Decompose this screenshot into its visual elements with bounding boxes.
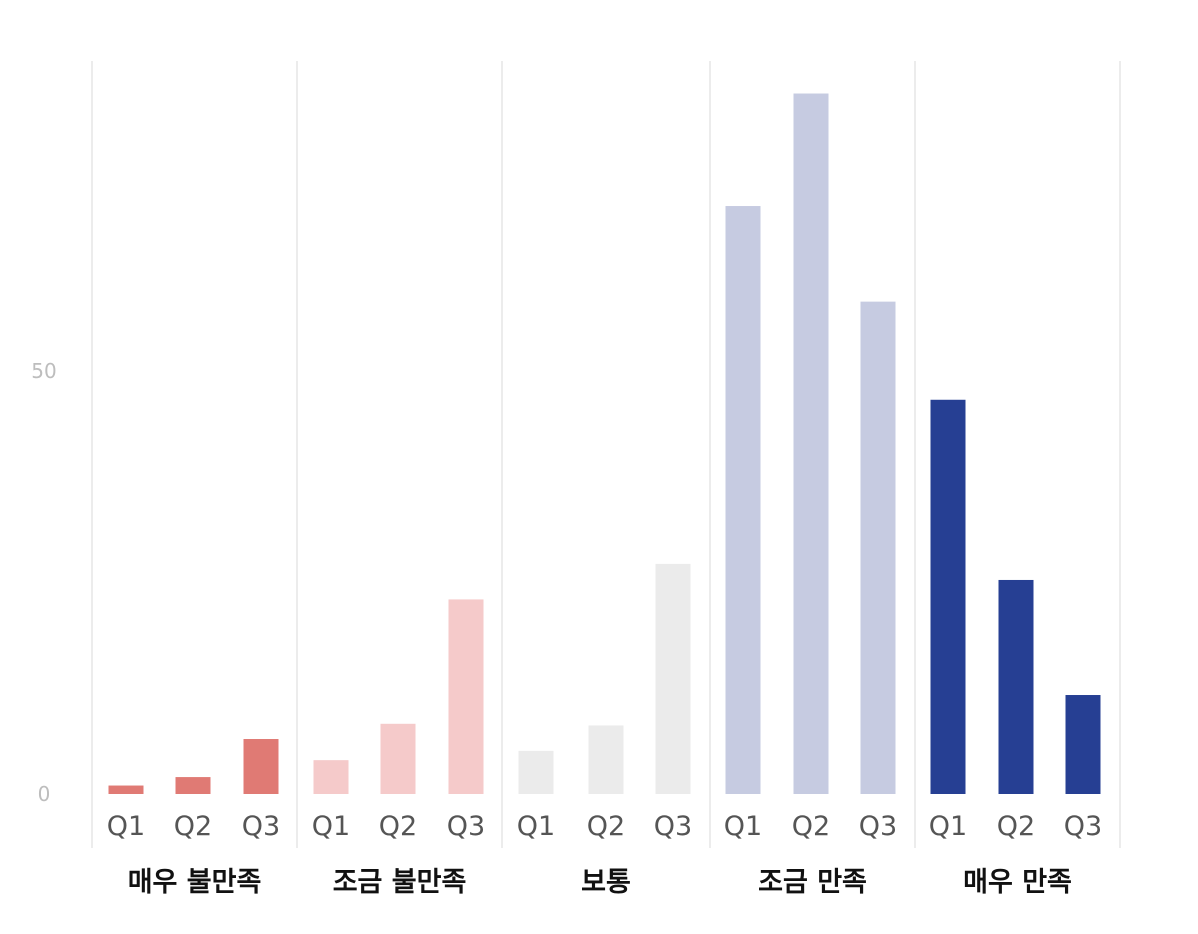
- x-tick-label-group0-q2: Q2: [174, 811, 212, 842]
- bars: [108, 93, 1101, 794]
- x-tick-label-group1-q3: Q3: [447, 811, 485, 842]
- x-tick-label-group2-q1: Q1: [517, 811, 555, 842]
- x-tick-label-group2-q2: Q2: [587, 811, 625, 842]
- bar-group2-q2: [588, 725, 624, 794]
- x-tick-label-group1-q1: Q1: [312, 811, 350, 842]
- x-tick-label-group4-q1: Q1: [929, 811, 967, 842]
- y-tick-label-1: 50: [31, 359, 56, 383]
- group-label-0: 매우 불만족: [128, 867, 262, 898]
- x-tick-label-group2-q3: Q3: [654, 811, 692, 842]
- group-labels: 매우 불만족 조금 불만족 보통 조금 만족 매우 만족: [128, 867, 1072, 898]
- bar-group0-q2: [175, 777, 211, 794]
- x-tick-label-group3-q3: Q3: [859, 811, 897, 842]
- bar-group4-q1: [930, 399, 966, 794]
- x-tick-label-group0-q3: Q3: [242, 811, 280, 842]
- bar-group3-q3: [860, 301, 896, 794]
- x-tick-label-group4-q3: Q3: [1064, 811, 1102, 842]
- bar-group1-q3: [448, 599, 484, 794]
- x-tick-label-group3-q1: Q1: [724, 811, 762, 842]
- bar-group2-q3: [655, 563, 691, 794]
- bar-group3-q1: [725, 206, 761, 794]
- x-tick-label-group1-q2: Q2: [379, 811, 417, 842]
- group-divider-lines: [91, 61, 1121, 848]
- bar-group4-q3: [1065, 695, 1101, 794]
- bar-group2-q1: [518, 750, 554, 794]
- bar-group1-q1: [313, 760, 349, 794]
- group-label-1: 조금 불만족: [333, 867, 467, 898]
- bar-group4-q2: [998, 579, 1034, 794]
- y-tick-label-0: 0: [38, 782, 51, 806]
- x-tick-label-group4-q2: Q2: [997, 811, 1035, 842]
- x-axis-ticks: Q1 Q2 Q3 Q1 Q2 Q3 Q1 Q2 Q3 Q1 Q2 Q3 Q1 Q2 Q3: [107, 811, 1102, 842]
- group-label-3: 조금 만족: [758, 867, 867, 898]
- x-tick-label-group3-q2: Q2: [792, 811, 830, 842]
- bar-group1-q2: [380, 723, 416, 794]
- bar-group3-q2: [793, 93, 829, 794]
- y-axis-ticks: 0 50: [31, 359, 56, 806]
- x-tick-label-group0-q1: Q1: [107, 811, 145, 842]
- bar-group0-q1: [108, 785, 144, 794]
- group-label-4: 매우 만족: [963, 867, 1072, 898]
- group-label-2: 보통: [581, 867, 631, 898]
- bar-group0-q3: [243, 739, 279, 794]
